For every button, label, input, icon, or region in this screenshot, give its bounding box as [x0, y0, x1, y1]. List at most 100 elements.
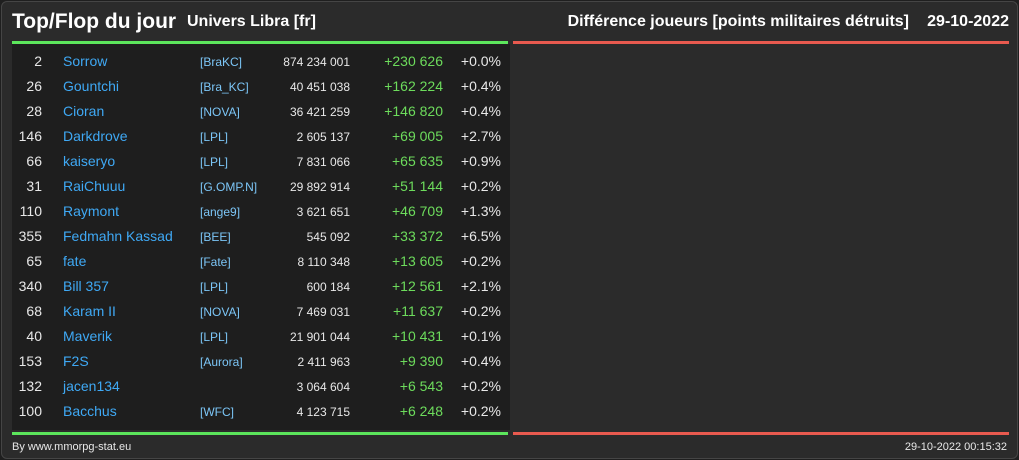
universe-label: Univers Libra [fr]	[187, 13, 316, 30]
player-points: 600 184	[306, 280, 350, 294]
player-alliance-link[interactable]: [Aurora]	[200, 355, 243, 369]
player-name-link[interactable]: jacen134	[63, 378, 120, 394]
player-row: 26 Gountchi [Bra_KC] 40 451 038 +162 224 +0.4…	[12, 74, 510, 99]
player-diff: +12 561	[392, 278, 443, 294]
player-diff: +6 543	[399, 378, 443, 394]
player-points: 2 605 137	[296, 130, 350, 144]
player-points: 21 901 044	[289, 330, 350, 344]
player-percent: +0.4%	[460, 103, 501, 119]
player-row: 100 Bacchus [WFC] 4 123 715 +6 248 +0.2%	[12, 399, 510, 424]
player-name-link[interactable]: fate	[63, 253, 87, 269]
player-percent: +2.1%	[460, 278, 501, 294]
player-points: 874 234 001	[283, 55, 350, 69]
top-list-top-divider	[12, 41, 508, 44]
footer-credit: By www.mmorpg-stat.eu	[12, 441, 132, 453]
player-name-link[interactable]: kaiseryo	[63, 153, 116, 169]
header-date: 29-10-2022	[927, 13, 1009, 30]
player-points: 3 621 651	[296, 205, 350, 219]
player-percent: +6.5%	[460, 228, 501, 244]
player-rank: 68	[26, 303, 42, 319]
player-rank: 2	[34, 53, 42, 69]
player-percent: +0.0%	[460, 53, 501, 69]
player-name-link[interactable]: Karam II	[63, 303, 116, 319]
player-rank: 28	[26, 103, 42, 119]
player-rank: 31	[26, 178, 42, 194]
player-rank: 340	[18, 278, 42, 294]
player-points: 8 110 348	[297, 255, 351, 269]
player-percent: +0.2%	[460, 178, 501, 194]
flop-players-list	[513, 44, 1009, 430]
player-percent: +0.1%	[460, 328, 501, 344]
player-percent: +0.4%	[460, 78, 501, 94]
flop-list-top-divider	[513, 41, 1009, 44]
player-name-link[interactable]: Bacchus	[63, 403, 117, 419]
player-row: 28 Cioran [NOVA] 36 421 259 +146 820 +0.4%	[12, 99, 510, 124]
player-points: 29 892 914	[289, 180, 350, 194]
player-alliance-link[interactable]: [BraKC]	[200, 55, 243, 69]
player-alliance-link[interactable]: [Bra_KC]	[200, 80, 249, 94]
player-diff: +33 372	[392, 228, 443, 244]
player-name-link[interactable]: Bill 357	[63, 278, 109, 294]
player-name-link[interactable]: Fedmahn Kassad	[63, 228, 173, 244]
player-name-link[interactable]: RaiChuuu	[63, 178, 126, 194]
player-name-link[interactable]: Cioran	[63, 103, 105, 119]
player-points: 36 421 259	[289, 105, 350, 119]
player-percent: +1.3%	[460, 203, 501, 219]
player-rank: 132	[18, 378, 42, 394]
player-percent: +0.4%	[460, 353, 501, 369]
player-row: 31 RaiChuuu [G.OMP.N] 29 892 914 +51 144 +0.2…	[12, 174, 510, 199]
top-players-list: 2 Sorrow [BraKC] 874 234 001 +230 626 +0.0% 2 6…	[12, 44, 510, 430]
player-diff: +230 626	[384, 53, 443, 69]
player-name-link[interactable]: Raymont	[63, 203, 120, 219]
player-row: 2 Sorrow [BraKC] 874 234 001 +230 626 +0.0%	[12, 49, 510, 74]
player-rank: 100	[18, 403, 42, 419]
player-row: 40 Maverik [LPL] 21 901 044 +10 431 +0.1%	[12, 324, 510, 349]
player-alliance-link[interactable]: [LPL]	[200, 130, 229, 144]
player-points: 3 064 604	[296, 380, 350, 394]
player-rank: 66	[26, 153, 42, 169]
player-points: 2 411 963	[297, 355, 351, 369]
player-name-link[interactable]: Sorrow	[63, 53, 108, 69]
player-alliance-link[interactable]: [BEE]	[200, 230, 231, 244]
top-list-bottom-divider	[12, 432, 508, 435]
footer-timestamp: 29-10-2022 00:15:32	[904, 441, 1007, 453]
player-rank: 153	[18, 353, 42, 369]
player-row: 66 kaiseryo [LPL] 7 831 066 +65 635 +0.9%	[12, 149, 510, 174]
player-points: 4 123 715	[296, 405, 350, 419]
player-percent: +0.2%	[460, 378, 501, 394]
player-percent: +0.2%	[460, 303, 501, 319]
player-points: 7 831 066	[296, 155, 350, 169]
player-alliance-link[interactable]: [NOVA]	[200, 305, 240, 319]
player-name-link[interactable]: Gountchi	[63, 78, 120, 94]
player-rank: 110	[19, 203, 42, 219]
player-alliance-link[interactable]: [LPL]	[200, 330, 229, 344]
player-diff: +162 224	[384, 78, 443, 94]
player-row: 68 Karam II [NOVA] 7 469 031 +11 637 +0.2%	[12, 299, 510, 324]
player-points: 40 451 038	[289, 80, 350, 94]
metric-label: Différence joueurs [points militaires dé…	[567, 13, 909, 30]
player-row: 65 fate [Fate] 8 110 348 +13 605 +0.2%	[12, 249, 510, 274]
player-row: 132 jacen134 3 064 604 +6 543 +0.2%	[12, 374, 510, 399]
player-rank: 146	[18, 128, 42, 144]
player-diff: +6 248	[399, 403, 443, 419]
player-name-link[interactable]: F2S	[63, 353, 89, 369]
player-alliance-link[interactable]: [Fate]	[200, 255, 231, 269]
player-percent: +2.7%	[460, 128, 501, 144]
player-diff: +9 390	[399, 353, 443, 369]
player-name-link[interactable]: Maverik	[63, 328, 113, 344]
player-alliance-link[interactable]: [LPL]	[200, 280, 229, 294]
flop-list-bottom-divider	[513, 432, 1009, 435]
player-alliance-link[interactable]: [LPL]	[200, 155, 229, 169]
player-alliance-link[interactable]: [ange9]	[200, 205, 241, 219]
player-points: 7 469 031	[296, 305, 350, 319]
player-name-link[interactable]: Darkdrove	[63, 128, 128, 144]
player-diff: +65 635	[392, 153, 443, 169]
player-diff: +51 144	[392, 178, 443, 194]
player-alliance-link[interactable]: [G.OMP.N]	[200, 180, 258, 194]
player-percent: +0.9%	[460, 153, 501, 169]
player-alliance-link[interactable]: [NOVA]	[200, 105, 240, 119]
player-alliance-link[interactable]: [WFC]	[200, 405, 234, 419]
player-row: 153 F2S [Aurora] 2 411 963 +9 390 +0.4%	[12, 349, 510, 374]
player-rank: 40	[26, 328, 42, 344]
